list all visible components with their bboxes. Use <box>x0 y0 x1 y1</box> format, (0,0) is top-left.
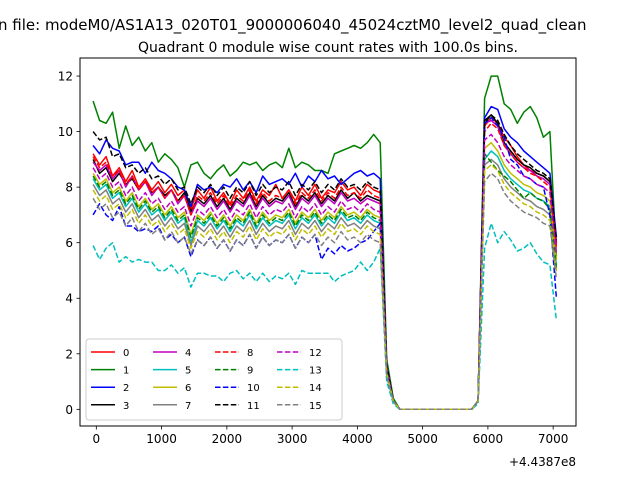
legend-box <box>85 338 343 421</box>
x-tick-label: 5000 <box>407 432 438 446</box>
y-tick-label: 6 <box>65 236 73 250</box>
y-tick-label: 10 <box>58 125 73 139</box>
legend-label-12: 12 <box>309 348 322 359</box>
legend-label-13: 13 <box>309 366 322 377</box>
x-tick-label: 4000 <box>342 432 373 446</box>
legend-label-10: 10 <box>247 383 260 394</box>
plot-lines <box>92 75 558 411</box>
x-tick-label: 7000 <box>538 432 569 446</box>
x-tick-label: 3000 <box>277 432 308 446</box>
legend-label-2: 2 <box>123 383 129 394</box>
y-tick-label: 8 <box>65 181 73 195</box>
x-tick-label: 1000 <box>146 432 177 446</box>
x-axis-offset-label: +4.4387e8 <box>509 455 576 469</box>
axes-frame <box>79 57 577 427</box>
legend-label-14: 14 <box>309 383 322 394</box>
x-tick-label: 0 <box>92 432 100 446</box>
legend-label-8: 8 <box>247 348 253 359</box>
series-line-10 <box>92 116 558 411</box>
y-tick-label: 2 <box>65 347 73 361</box>
y-tick-label: 4 <box>65 292 73 306</box>
figure-suptitle: n file: modeM0/AS1A13_020T01_9000006040_… <box>0 16 587 35</box>
series-line-12 <box>92 133 558 411</box>
legend-label-15: 15 <box>309 401 322 412</box>
legend-label-6: 6 <box>185 383 191 394</box>
x-axis-ticks: 0 1000 2000 3000 4000 5000 6000 7000 <box>92 426 568 446</box>
chart-title: Quadrant 0 module wise count rates with … <box>138 40 518 56</box>
y-tick-label: 12 <box>58 70 73 84</box>
legend-label-4: 4 <box>185 348 191 359</box>
legend-label-0: 0 <box>123 348 129 359</box>
series-line-15 <box>92 172 558 411</box>
legend-label-1: 1 <box>123 366 129 377</box>
y-axis-ticks: 0 2 4 6 8 10 12 <box>58 70 80 417</box>
x-tick-label: 6000 <box>473 432 504 446</box>
x-tick-label: 2000 <box>212 432 243 446</box>
legend-label-5: 5 <box>185 366 191 377</box>
y-tick-label: 0 <box>65 403 73 417</box>
legend-label-7: 7 <box>185 401 191 412</box>
legend-label-11: 11 <box>247 401 260 412</box>
legend-label-3: 3 <box>123 401 129 412</box>
legend-label-9: 9 <box>247 366 253 377</box>
